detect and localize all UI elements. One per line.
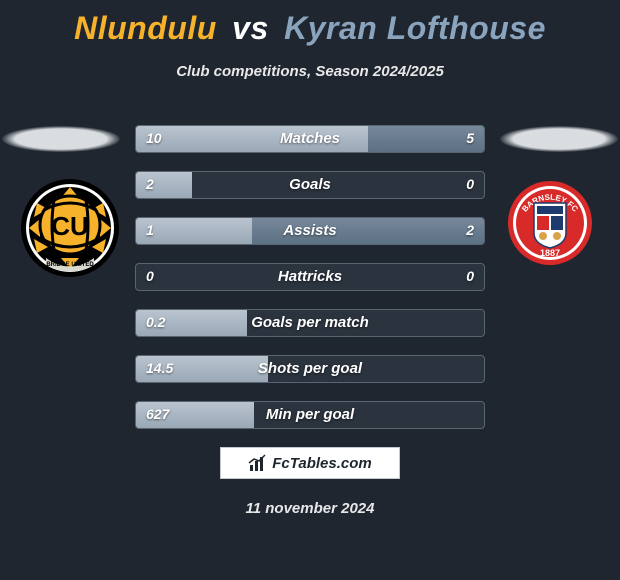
barnsley-crest-icon: BARNSLEY FC 1887 [500,178,600,278]
svg-text:CU: CU [51,211,89,241]
club-crest-left: CU BRIDGE UNITED [20,178,120,278]
player1-name: Nlundulu [74,10,217,46]
vs-text: vs [232,10,269,46]
stat-label: Goals per match [136,314,484,331]
cambridge-united-crest-icon: CU BRIDGE UNITED [20,178,120,278]
stat-value-right: 0 [466,268,474,284]
stat-value-right: 2 [466,222,474,238]
stat-label: Assists [136,222,484,239]
comparison-title: Nlundulu vs Kyran Lofthouse [0,0,620,47]
brand-text: FcTables.com [272,455,371,472]
stat-label: Min per goal [136,406,484,423]
stat-row: 10Matches5 [135,125,485,153]
stat-value-right: 0 [466,176,474,192]
stat-label: Shots per goal [136,360,484,377]
stat-row: 1Assists2 [135,217,485,245]
stat-label: Matches [136,130,484,147]
svg-text:1887: 1887 [540,248,560,258]
crest-shadow-right [500,126,618,152]
club-crest-right: BARNSLEY FC 1887 [500,178,600,278]
player2-name: Kyran Lofthouse [284,10,546,46]
crest-shadow-left [2,126,120,152]
stat-row: 0Hattricks0 [135,263,485,291]
brand-logo: FcTables.com [220,447,400,479]
svg-text:BRIDGE UNITED: BRIDGE UNITED [46,262,94,268]
stat-label: Hattricks [136,268,484,285]
stat-row: 0.2Goals per match [135,309,485,337]
subtitle: Club competitions, Season 2024/2025 [0,63,620,80]
stat-row: 14.5Shots per goal [135,355,485,383]
stat-row: 627Min per goal [135,401,485,429]
stats-panel: 10Matches52Goals01Assists20Hattricks00.2… [135,125,485,447]
stat-row: 2Goals0 [135,171,485,199]
stat-label: Goals [136,176,484,193]
chart-icon [248,454,268,472]
stat-value-right: 5 [466,130,474,146]
date-label: 11 november 2024 [0,500,620,517]
